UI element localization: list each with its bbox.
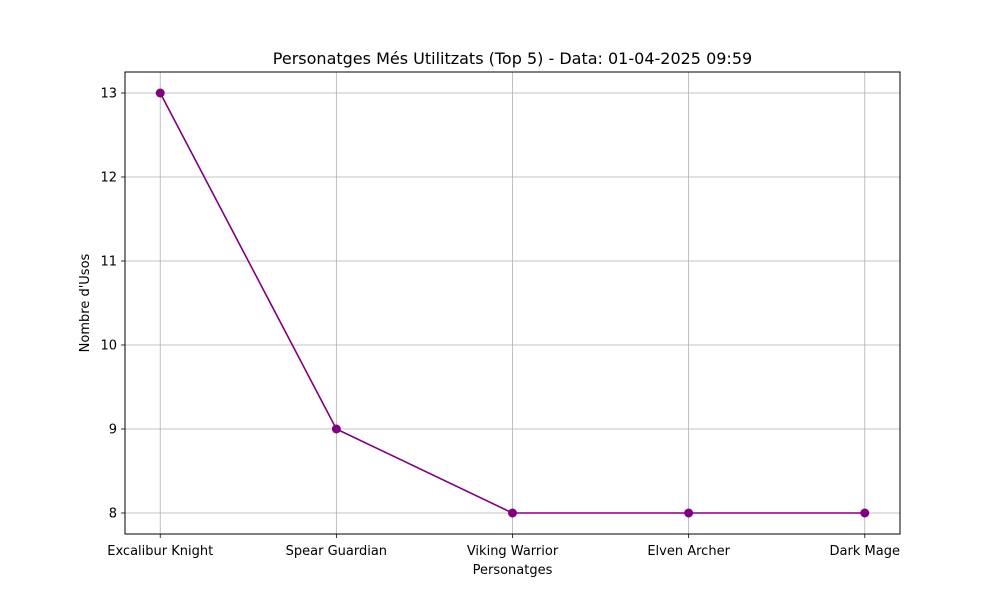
data-point — [155, 88, 165, 98]
y-tick-label: 8 — [109, 507, 117, 522]
y-tick-label: 12 — [100, 171, 117, 186]
data-point — [860, 508, 870, 518]
y-axis-ticks: 8 9 10 11 12 13 — [100, 87, 125, 522]
y-tick-label: 11 — [100, 255, 117, 270]
y-tick-label: 9 — [109, 423, 117, 438]
data-point — [331, 424, 341, 434]
x-tick-label: Excalibur Knight — [107, 544, 213, 559]
y-tick-label: 10 — [100, 339, 117, 354]
y-axis-label: Nombre d'Usos — [78, 253, 93, 352]
y-tick-label: 13 — [100, 87, 117, 102]
x-tick-label: Elven Archer — [647, 544, 730, 559]
data-point — [508, 508, 517, 518]
x-axis-label: Personatges — [473, 563, 553, 578]
x-tick-label: Dark Mage — [830, 544, 900, 559]
chart-title: Personatges Més Utilitzats (Top 5) - Dat… — [273, 49, 752, 68]
x-tick-label: Spear Guardian — [286, 544, 387, 559]
x-tick-label: Viking Warrior — [467, 544, 559, 559]
x-axis-ticks: Excalibur Knight Spear Guardian Viking War… — [107, 534, 900, 559]
data-point — [684, 508, 694, 518]
series-layer — [155, 88, 870, 518]
